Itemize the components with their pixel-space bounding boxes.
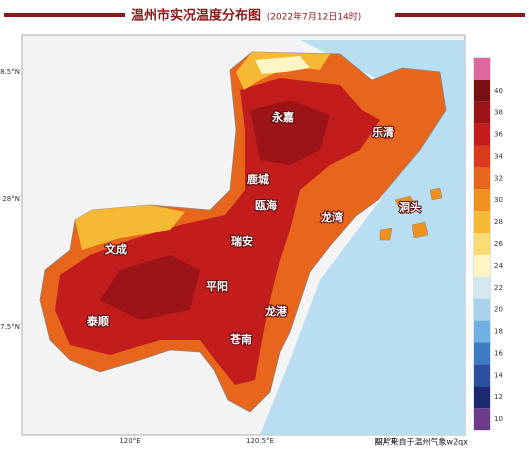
colorbar-label: 26 [494, 240, 503, 248]
colorbar-swatch [474, 145, 490, 168]
colorbar-swatch [474, 364, 490, 387]
place-label: 龙湾 [320, 210, 343, 224]
colorbar-label: 30 [494, 196, 503, 204]
colorbar-label: 38 [494, 109, 503, 117]
colorbar-swatch [474, 320, 490, 343]
place-label: 永嘉 [271, 110, 294, 124]
colorbar-label: 36 [494, 131, 503, 139]
colorbar-label: 20 [494, 306, 503, 314]
sea [260, 40, 465, 435]
colorbar-swatch [474, 342, 490, 365]
subtitle: (2022年7月12日14时) [267, 11, 362, 23]
title: 温州市实况温度分布图 [131, 8, 261, 24]
colorbar-swatch [474, 189, 490, 212]
lon-label: 121°E [374, 437, 395, 445]
colorbar-label: 40 [494, 87, 503, 95]
colorbar-label: 10 [494, 415, 503, 423]
land-hottest [100, 100, 330, 320]
colorbar-label: 18 [494, 328, 503, 336]
colorbar-label: 24 [494, 262, 503, 270]
place-label: 乐清 [372, 125, 394, 139]
place-label: 瑞安 [231, 234, 253, 248]
colorbar-swatch [474, 233, 490, 255]
colorbar-label: 32 [494, 174, 503, 182]
colorbar-swatch [474, 408, 490, 430]
place-label: 苍南 [229, 332, 252, 346]
place-label: 龙港 [264, 304, 288, 318]
colorbar-label: 34 [494, 152, 503, 160]
colorbar-label: 12 [494, 393, 503, 401]
colorbar-swatch [474, 254, 490, 277]
place-label: 平阳 [206, 279, 228, 293]
colorbar-label: 28 [494, 218, 503, 226]
land-cooler [75, 52, 330, 250]
place-label: 鹿城 [247, 172, 269, 186]
source-note: 图片来自于温州气象w2qx [375, 437, 469, 447]
place-label: 瓯海 [255, 198, 277, 212]
colorbar-swatch [474, 386, 490, 409]
place-label: 洞头 [399, 200, 421, 214]
colorbar-swatch [474, 123, 490, 146]
lon-label: 120.5°E [246, 437, 274, 445]
lat-label: 27.5°N [0, 323, 20, 331]
island [379, 187, 443, 241]
colorbar-label: 14 [494, 371, 503, 379]
colorbar-swatch [474, 58, 490, 80]
colorbar-swatch [474, 298, 490, 321]
colorbar-swatch [474, 211, 490, 234]
colorbar-label: 16 [494, 349, 503, 357]
colorbar-swatch [474, 276, 490, 299]
colorbar-swatch [474, 79, 490, 102]
lat-label: 28.5°N [0, 68, 20, 76]
lat-label: 28°N [2, 195, 20, 203]
lon-label: 120°E [119, 437, 140, 445]
colorbar-swatch [474, 167, 490, 190]
place-label: 文成 [105, 242, 127, 256]
colorbar-label: 22 [494, 284, 503, 292]
place-label: 泰顺 [86, 314, 109, 328]
land-coolest [255, 56, 310, 74]
colorbar-swatch [474, 101, 490, 124]
